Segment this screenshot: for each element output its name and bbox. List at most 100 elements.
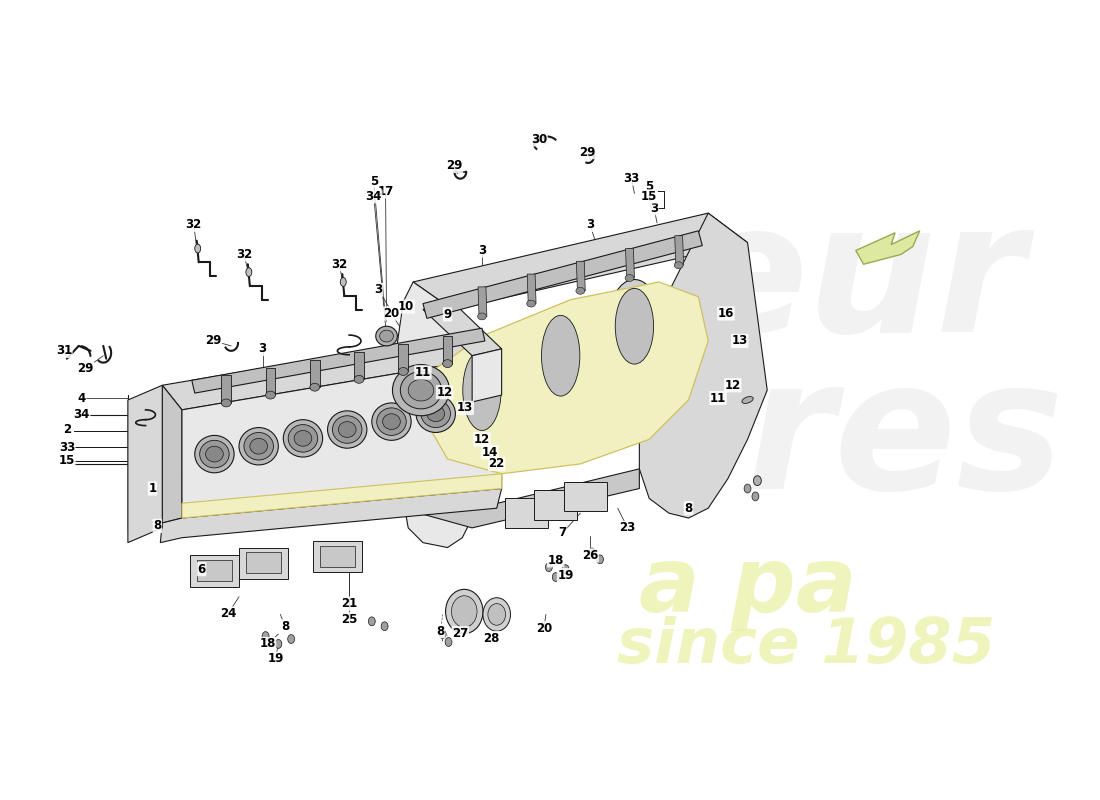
Polygon shape (394, 282, 482, 547)
Text: 13: 13 (458, 402, 473, 414)
Text: 25: 25 (341, 613, 358, 626)
Ellipse shape (265, 391, 275, 399)
Text: 12: 12 (474, 433, 491, 446)
Text: 1: 1 (148, 482, 156, 495)
Text: 10: 10 (398, 300, 415, 313)
Text: a pa: a pa (639, 543, 857, 631)
Text: 3: 3 (650, 202, 658, 214)
Text: 17: 17 (377, 185, 394, 198)
Polygon shape (472, 349, 502, 402)
Polygon shape (265, 367, 275, 395)
Ellipse shape (455, 341, 509, 439)
Text: 26: 26 (582, 549, 598, 562)
Ellipse shape (625, 274, 634, 282)
Ellipse shape (477, 313, 486, 320)
Text: 32: 32 (186, 218, 202, 231)
Text: 9: 9 (443, 308, 452, 321)
Text: 3: 3 (586, 218, 594, 231)
Ellipse shape (562, 565, 569, 574)
Ellipse shape (393, 365, 450, 416)
Ellipse shape (372, 403, 411, 440)
Text: 3: 3 (258, 342, 266, 355)
Ellipse shape (195, 244, 200, 253)
Polygon shape (239, 547, 288, 579)
Text: 31: 31 (56, 344, 73, 358)
Text: 23: 23 (619, 522, 636, 534)
Ellipse shape (427, 406, 444, 422)
Text: 13: 13 (732, 334, 748, 347)
Ellipse shape (546, 562, 552, 572)
Text: 29: 29 (579, 146, 595, 158)
Ellipse shape (408, 379, 433, 401)
Text: 14: 14 (482, 446, 498, 458)
Ellipse shape (206, 446, 223, 462)
Ellipse shape (439, 630, 447, 638)
Text: 19: 19 (558, 569, 574, 582)
Text: 18: 18 (548, 554, 564, 567)
Ellipse shape (741, 397, 754, 403)
Text: 12: 12 (725, 378, 741, 392)
Text: 32: 32 (331, 258, 348, 270)
Text: 5: 5 (645, 180, 653, 193)
Text: 20: 20 (384, 307, 399, 320)
Ellipse shape (483, 598, 510, 631)
Text: 8: 8 (437, 625, 444, 638)
Text: 32: 32 (235, 248, 252, 261)
Ellipse shape (262, 632, 270, 641)
Text: since 1985: since 1985 (617, 616, 996, 676)
Ellipse shape (200, 440, 229, 468)
Polygon shape (414, 213, 748, 310)
Text: 33: 33 (624, 172, 639, 185)
Polygon shape (478, 287, 487, 316)
Text: 24: 24 (220, 607, 236, 620)
Text: 27: 27 (452, 626, 469, 640)
Ellipse shape (376, 326, 397, 346)
Polygon shape (639, 213, 767, 518)
Text: 18: 18 (260, 638, 276, 650)
Polygon shape (312, 541, 362, 572)
Text: 15: 15 (58, 454, 75, 467)
Text: 28: 28 (484, 631, 500, 645)
Ellipse shape (376, 408, 406, 435)
Polygon shape (402, 469, 639, 528)
Ellipse shape (615, 288, 653, 364)
Polygon shape (626, 249, 635, 278)
Text: res: res (746, 351, 1065, 527)
Ellipse shape (576, 287, 585, 294)
Ellipse shape (451, 596, 477, 627)
Text: 29: 29 (206, 334, 221, 347)
Ellipse shape (488, 604, 506, 626)
Polygon shape (246, 553, 282, 573)
Text: 34: 34 (365, 190, 382, 203)
Ellipse shape (368, 617, 375, 626)
Text: 2: 2 (63, 423, 70, 436)
Polygon shape (182, 356, 502, 518)
Text: 7: 7 (559, 526, 566, 539)
Text: 15: 15 (641, 190, 658, 203)
Polygon shape (425, 282, 708, 474)
Ellipse shape (541, 315, 580, 396)
Ellipse shape (310, 383, 320, 391)
Polygon shape (221, 375, 231, 403)
Ellipse shape (416, 395, 455, 433)
Ellipse shape (244, 433, 274, 460)
Polygon shape (442, 336, 452, 364)
Polygon shape (354, 352, 364, 379)
Polygon shape (163, 386, 182, 523)
Ellipse shape (246, 268, 252, 277)
Ellipse shape (674, 262, 683, 269)
Text: 16: 16 (717, 307, 734, 320)
Ellipse shape (596, 555, 604, 564)
Ellipse shape (250, 438, 267, 454)
Ellipse shape (588, 548, 595, 557)
Polygon shape (674, 236, 683, 266)
Ellipse shape (379, 330, 394, 342)
Polygon shape (182, 474, 502, 518)
Text: 33: 33 (58, 441, 75, 454)
Ellipse shape (400, 371, 441, 409)
Ellipse shape (195, 435, 234, 473)
Ellipse shape (607, 279, 661, 373)
Ellipse shape (340, 278, 346, 286)
Text: 6: 6 (198, 562, 206, 576)
Polygon shape (128, 386, 163, 542)
